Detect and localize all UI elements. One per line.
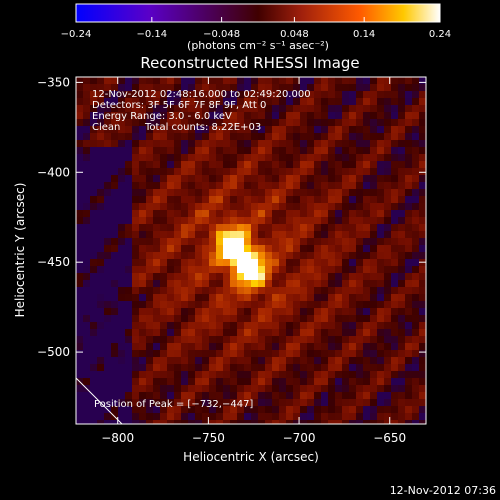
x-tick-label-0: −800	[101, 431, 134, 445]
annotation-time: 12-Nov-2012 02:48:16.000 to 02:49:20.000	[92, 89, 311, 100]
colorbar-tick-label-4: 0.14	[353, 29, 375, 40]
colorbar-ticks: −0.24 −0.14 −0.048 0.048 0.14 0.24	[61, 17, 451, 40]
footer-timestamp: 12-Nov-2012 07:36	[390, 484, 496, 497]
y-tick-label-1: −400	[37, 165, 70, 179]
heatmap-image	[76, 77, 426, 424]
chart-title: Reconstructed RHESSI Image	[140, 54, 359, 72]
colorbar-tick-label-1: −0.14	[137, 29, 168, 40]
colorbar-tick-label-5: 0.24	[429, 29, 451, 40]
y-axis-label: Heliocentric Y (arcsec)	[13, 183, 27, 318]
colorbar-unit-label: (photons cm⁻² s⁻¹ asec⁻²)	[187, 39, 329, 52]
colorbar-tick-label-3: 0.048	[280, 29, 309, 40]
colorbar	[75, 3, 441, 23]
colorbar-tick-label-0: −0.24	[61, 29, 92, 40]
x-axis-label: Heliocentric X (arcsec)	[183, 450, 319, 464]
y-tick-label-0: −350	[37, 75, 70, 89]
annotation-counts: Total counts: 8.22E+03	[144, 122, 261, 133]
plot-frame	[75, 76, 427, 425]
annotation-energy: Energy Range: 3.0 - 6.0 keV	[92, 111, 232, 122]
y-tick-label-2: −450	[37, 255, 70, 269]
annotation-detectors: Detectors: 3F 5F 6F 7F 8F 9F, Att 0	[92, 100, 266, 111]
y-tick-label-3: −500	[37, 345, 70, 359]
annotation-method: Clean	[92, 122, 120, 133]
limb-line	[76, 377, 123, 424]
axis-ticks: −800 −750 −700 −650 −350 −400 −450 −500	[37, 75, 426, 445]
x-tick-label-3: −650	[373, 431, 406, 445]
x-tick-label-2: −700	[283, 431, 316, 445]
colorbar-tick-label-2: −0.048	[203, 29, 240, 40]
x-tick-label-1: −750	[192, 431, 225, 445]
annotation-peak: Position of Peak = [−732,−447]	[94, 399, 253, 410]
